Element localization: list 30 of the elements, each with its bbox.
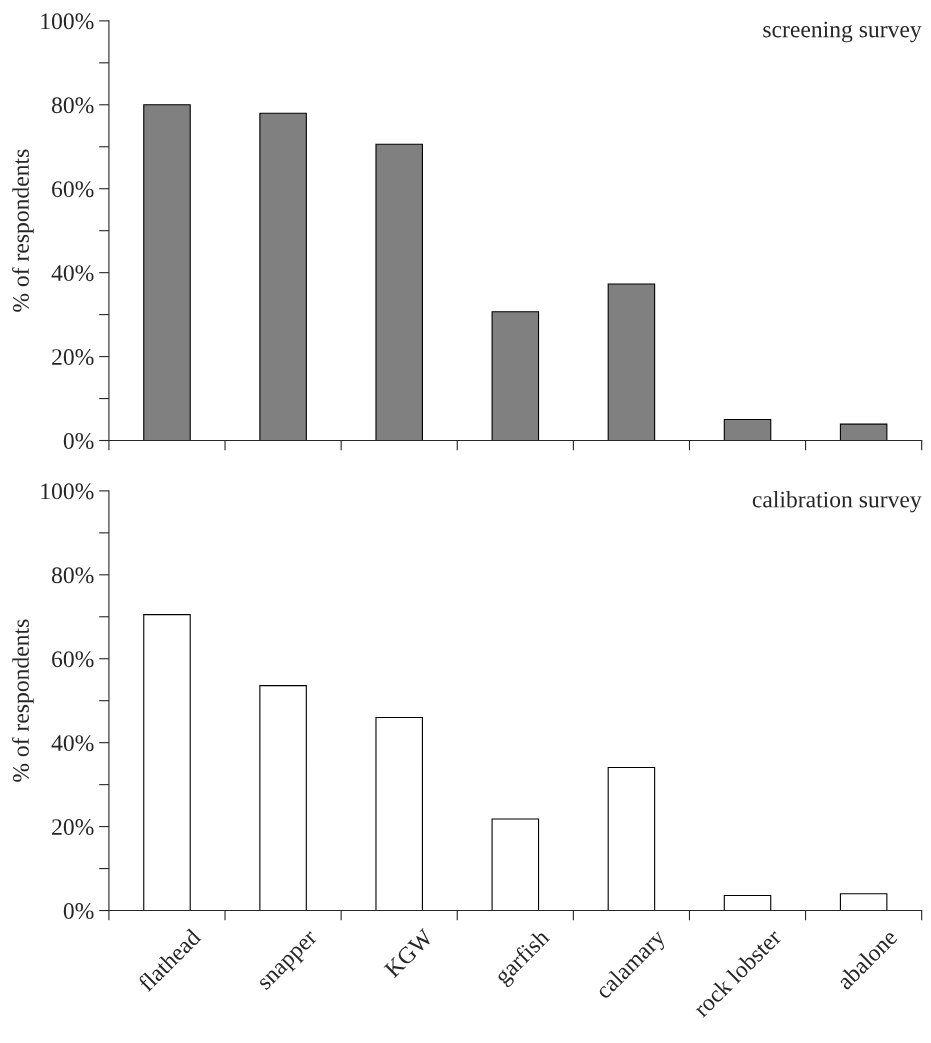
bar [723, 894, 772, 911]
y-axis-title: % of respondents [12, 149, 34, 312]
y-tick-label: 40% [51, 735, 94, 752]
chart-title: calibration survey [752, 490, 922, 513]
chart-title: screening survey [763, 21, 922, 43]
y-tick-label: 60% [52, 651, 94, 668]
bar [839, 423, 888, 441]
y-tick-label: 80% [51, 97, 94, 114]
bar [607, 283, 656, 441]
bar [839, 893, 888, 911]
bar [143, 104, 191, 441]
y-tick-label: 80% [51, 567, 94, 584]
y-tick-label: 40% [51, 265, 94, 282]
bar [375, 143, 423, 441]
bar [607, 766, 656, 911]
bar [259, 685, 307, 911]
y-tick-label: 60% [52, 181, 94, 198]
bar [723, 418, 772, 441]
bar [259, 112, 307, 441]
bar [143, 614, 191, 911]
y-tick-label: 0% [63, 433, 94, 450]
y-tick-label: 0% [63, 903, 94, 920]
y-tick-label: 20% [52, 349, 94, 366]
bar [375, 716, 423, 911]
bar [491, 311, 540, 441]
y-tick-label: 20% [52, 819, 94, 836]
y-tick-label: 100% [41, 13, 94, 30]
y-tick-label: 100% [41, 483, 94, 500]
bar [491, 818, 540, 911]
y-axis-title: % of respondents [12, 619, 34, 782]
